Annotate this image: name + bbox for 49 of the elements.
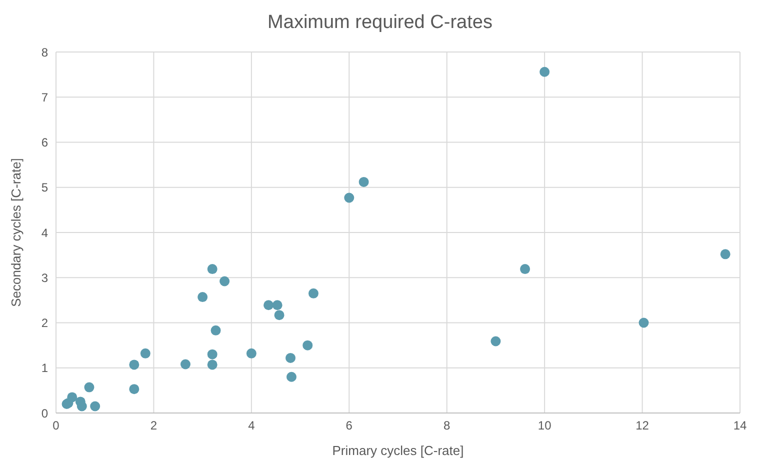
chart-title: Maximum required C-rates [266, 11, 494, 35]
point [358, 176, 369, 187]
point [129, 360, 140, 370]
y-tick-label: 0 [41, 406, 48, 420]
y-tick-label: 8 [41, 45, 48, 60]
point [638, 318, 649, 328]
x-tick-label: 6 [346, 418, 353, 433]
point [90, 401, 100, 412]
x-tick-label: 2 [150, 418, 158, 433]
x-tick-label: 12 [636, 418, 650, 433]
point [264, 300, 274, 310]
x-tick-label: 14 [733, 418, 747, 433]
point [246, 348, 256, 358]
x-axis-title: Primary cycles [C-rate] [332, 443, 464, 458]
y-tick-label: 6 [41, 136, 48, 150]
point [720, 249, 730, 260]
point [140, 348, 150, 358]
point [207, 264, 218, 274]
point [67, 392, 78, 402]
point [76, 401, 87, 412]
y-tick-label: 5 [41, 180, 48, 195]
x-tick-label: 8 [444, 418, 451, 433]
point [272, 300, 282, 310]
point [286, 372, 296, 382]
point [490, 336, 501, 346]
point [220, 276, 230, 286]
y-tick-label: 4 [41, 226, 48, 240]
y-axis-title: Secondary cycles [C-rate] [8, 158, 24, 307]
point [84, 382, 94, 392]
x-tick-label: 0 [52, 418, 60, 433]
point [344, 192, 354, 203]
point [274, 310, 284, 320]
y-tick-label: 7 [41, 90, 48, 104]
y-tick-label: 3 [41, 270, 48, 285]
point [308, 288, 318, 298]
point [207, 360, 218, 370]
point [302, 340, 313, 350]
y-tick-label: 2 [41, 316, 48, 330]
point [198, 292, 208, 302]
y-tick-label: 1 [41, 361, 48, 376]
point [210, 325, 221, 336]
point [286, 352, 296, 363]
x-tick-label: 10 [538, 418, 552, 433]
point [129, 384, 140, 394]
point [207, 349, 218, 360]
point [180, 359, 190, 370]
x-tick-label: 4 [248, 418, 256, 433]
point [520, 264, 530, 274]
point [540, 66, 550, 77]
